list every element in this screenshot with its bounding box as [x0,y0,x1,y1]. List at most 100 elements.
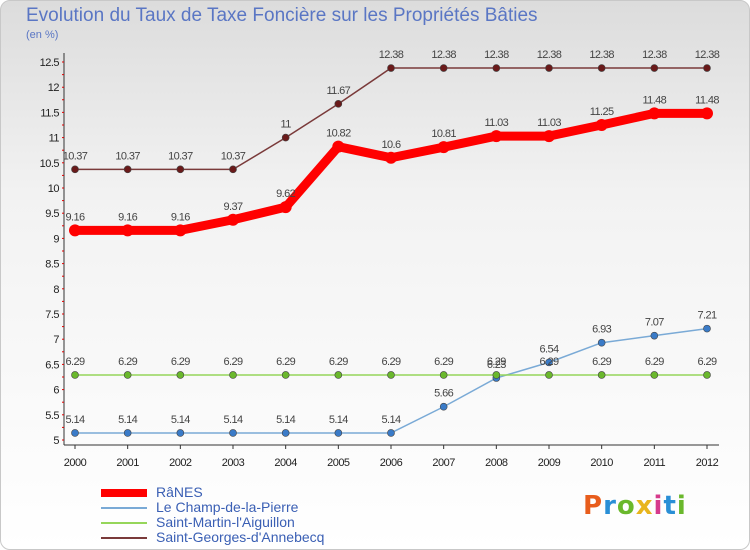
data-label: 12.38 [642,49,667,61]
data-point [703,371,711,379]
data-point [69,224,81,237]
data-label: 11.48 [642,94,666,106]
y-tick-label: 7.5 [45,309,59,321]
x-tick-label: 2012 [696,457,719,469]
data-label: 9.16 [65,211,84,223]
y-tick-label: 12 [48,82,60,94]
data-point [492,64,501,72]
legend-label: Saint-Martin-l'Aiguillon [156,514,295,530]
data-label: 6.29 [118,356,137,368]
data-point [597,64,606,72]
x-tick-label: 2002 [169,457,192,469]
data-label: 10.37 [115,150,140,162]
logo-letter: i [653,491,664,521]
data-point [281,133,290,142]
legend-label: Le Champ-de-la-Pierre [156,499,299,515]
data-point [597,338,606,347]
data-label: 11 [281,119,292,131]
data-point [437,141,450,154]
x-tick-label: 2001 [116,457,139,469]
data-point [123,429,132,437]
y-tick-label: 9 [53,233,59,245]
data-label: 9.62 [276,188,295,200]
y-tick-label: 6.5 [45,359,59,371]
data-label: 9.16 [118,211,137,223]
logo-letter: P [583,491,604,521]
data-point [281,429,290,437]
data-label: 10.37 [221,150,246,162]
data-label: 6.29 [487,356,506,368]
data-point [439,402,448,411]
y-tick-label: 11 [49,133,60,145]
data-label: 5.66 [434,388,453,400]
data-point [176,165,185,174]
y-tick-label: 6 [53,385,59,397]
data-point [490,130,503,143]
data-point [701,107,713,120]
data-point [387,371,395,379]
data-label: 6.29 [65,356,84,368]
legend-swatch [101,489,147,497]
x-tick-label: 2009 [538,457,561,469]
data-label: 11.25 [590,106,614,118]
data-label: 5.14 [381,414,400,426]
data-point [439,371,448,379]
y-tick-label: 10.5 [40,158,60,170]
data-label: 6.93 [592,324,611,336]
data-point [650,371,659,379]
legend-swatch [101,507,147,509]
data-label: 5.14 [276,414,295,426]
x-tick-label: 2008 [485,457,508,469]
y-tick-label: 11.5 [40,107,59,119]
data-point [229,429,237,437]
data-point [227,213,239,226]
data-label: 6.29 [381,356,400,368]
data-label: 6.54 [539,343,558,355]
x-tick-label: 2004 [274,457,297,469]
y-tick-label: 7 [53,334,59,346]
data-point [229,371,237,379]
data-point [650,64,659,72]
data-label: 11.03 [484,117,508,129]
data-label: 12.38 [589,49,614,61]
data-point [332,140,345,153]
data-point [334,429,343,437]
data-label: 6.29 [171,356,190,368]
data-point [543,130,555,143]
data-label: 6.23 [487,359,506,371]
data-label: 6.29 [645,356,664,368]
data-label: 10.82 [326,128,351,140]
data-label: 11.67 [326,85,350,97]
data-label: 5.14 [118,414,137,426]
x-tick-label: 2007 [432,457,455,469]
logo-letter: t [663,491,677,521]
data-point [703,64,711,72]
data-label: 12.38 [431,49,456,61]
series-line [70,108,712,235]
data-label: 6.29 [276,356,295,368]
data-label: 5.14 [329,414,348,426]
data-label: 9.37 [223,201,242,213]
data-label: 6.29 [697,356,716,368]
data-point [123,165,132,174]
data-label: 12.38 [379,49,404,61]
x-tick-label: 2011 [644,457,666,469]
legend-label: RâNES [156,484,203,500]
data-point [648,107,661,120]
y-tick-label: 9.5 [45,208,59,220]
data-point [281,371,290,379]
y-tick-label: 5 [53,435,59,447]
data-point [71,165,79,174]
data-point [176,371,185,379]
data-point [123,371,132,379]
data-point [597,371,606,379]
data-label: 10.6 [381,139,400,151]
data-label: 11.48 [695,94,719,106]
data-point [492,371,501,379]
data-label: 11.03 [537,117,561,129]
data-point [71,429,79,437]
data-label: 5.14 [65,414,84,426]
data-point [176,429,185,437]
data-label: 12.38 [484,49,509,61]
